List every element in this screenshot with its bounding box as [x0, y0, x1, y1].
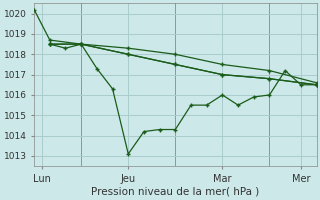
- X-axis label: Pression niveau de la mer( hPa ): Pression niveau de la mer( hPa ): [91, 187, 260, 197]
